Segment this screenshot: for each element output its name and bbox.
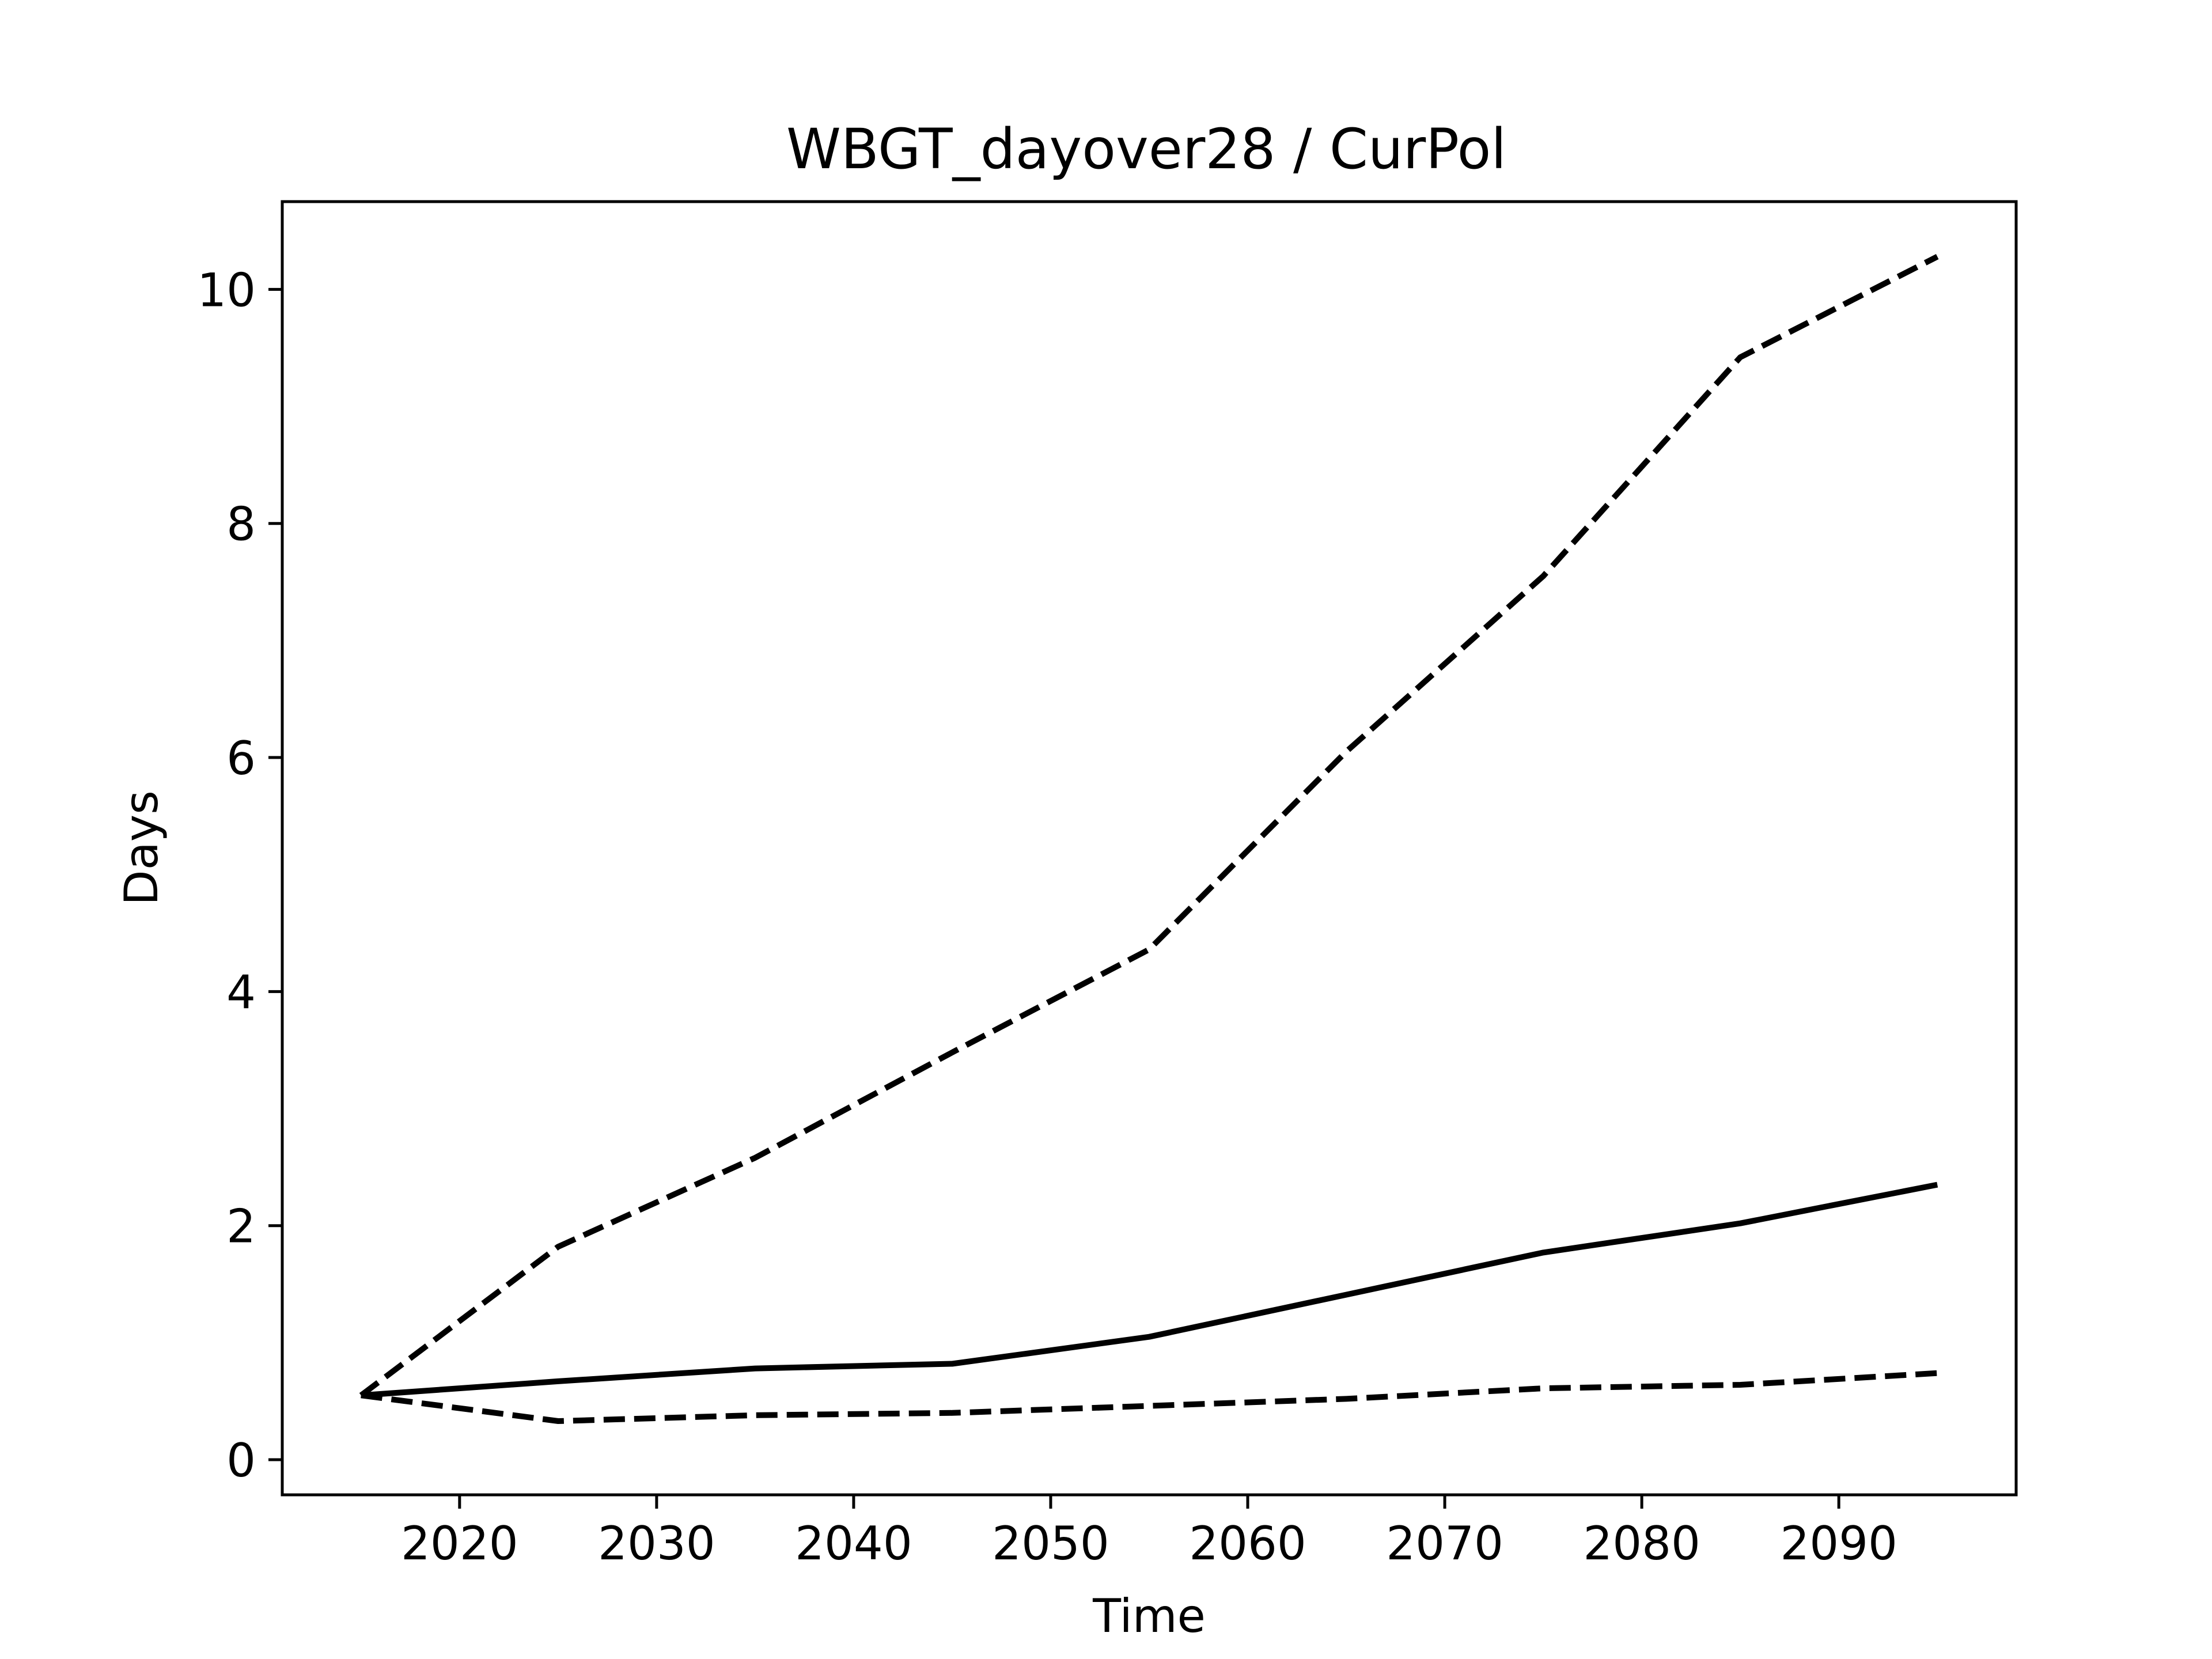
plot-frame (281, 200, 2018, 1497)
plot-area (359, 254, 1939, 1424)
y-tick-label: 8 (226, 498, 256, 551)
x-tick-label: 2060 (1189, 1517, 1306, 1570)
y-tick-label: 2 (226, 1200, 256, 1253)
y-axis: 0 2 4 6 8 10 (197, 263, 282, 1487)
y-tick-label: 4 (226, 965, 256, 1019)
series-line-1 (359, 254, 1939, 1398)
x-tick-label: 2020 (401, 1517, 518, 1570)
x-tick-label: 2050 (992, 1517, 1109, 1570)
y-axis-label: Days (115, 790, 168, 906)
y-tick-label: 6 (226, 732, 256, 785)
chart-title: WBGT_dayover28 / CurPol (786, 117, 1506, 181)
x-tick-label: 2030 (598, 1517, 715, 1570)
series-line-2 (361, 1181, 1938, 1399)
x-axis-label: Time (1092, 1589, 1206, 1643)
x-tick-label: 2090 (1780, 1517, 1897, 1570)
series-line-3 (361, 1370, 1938, 1424)
x-tick-label: 2080 (1583, 1517, 1700, 1570)
x-tick-label: 2070 (1386, 1517, 1503, 1570)
y-tick-label: 0 (226, 1434, 256, 1487)
x-axis: 2020 2030 2040 2050 2060 2070 2080 2090 (401, 1495, 1897, 1570)
y-tick-label: 10 (197, 263, 256, 317)
x-tick-label: 2040 (795, 1517, 912, 1570)
